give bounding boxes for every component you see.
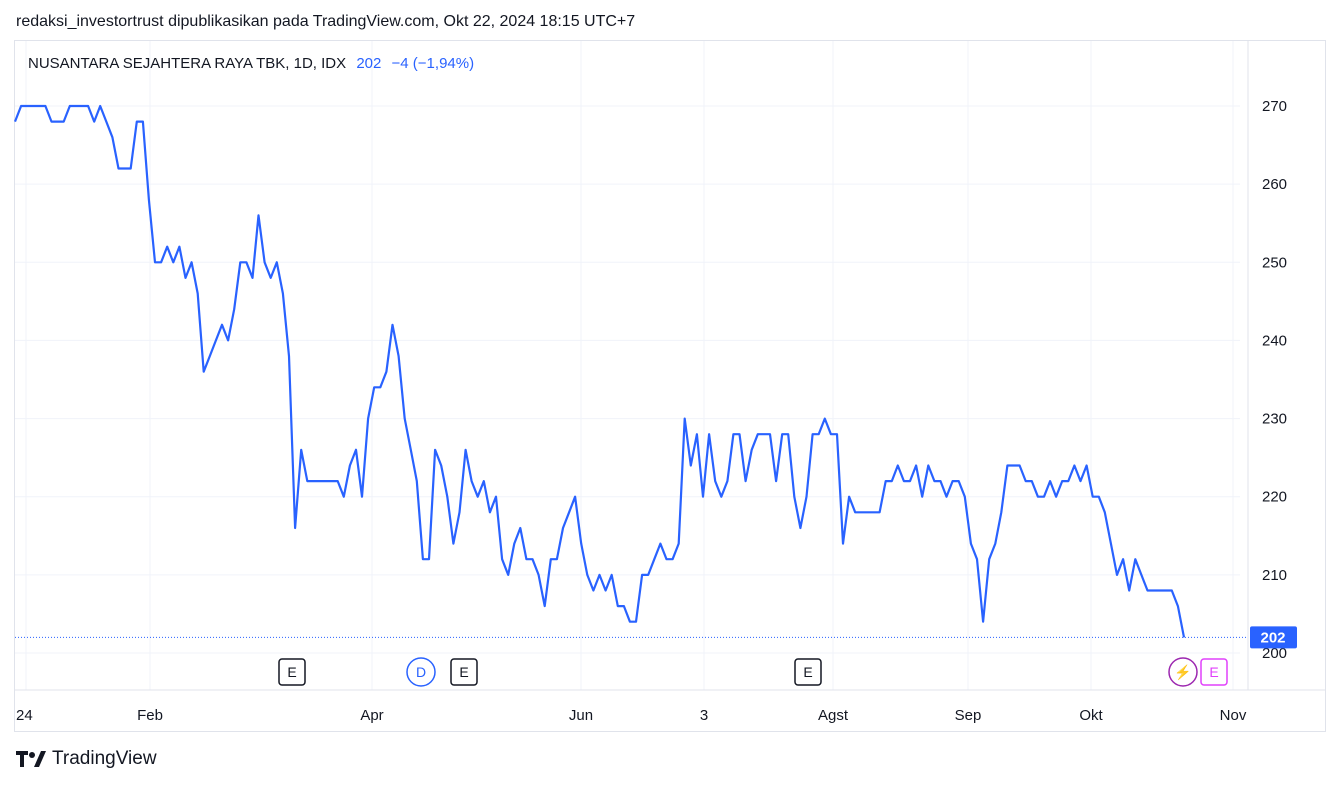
grid-lines — [15, 41, 1240, 690]
event-marker-label: D — [416, 664, 426, 680]
publish-caption: redaksi_investortrust dipublikasikan pad… — [16, 13, 636, 30]
y-tick-label: 260 — [1262, 176, 1287, 193]
event-marker[interactable]: E — [450, 658, 478, 686]
chart-legend[interactable]: NUSANTARA SEJAHTERA RAYA TBK, 1D, IDX 20… — [28, 55, 474, 72]
event-marker[interactable]: E — [794, 658, 822, 686]
brand-name: TradingView — [52, 748, 157, 769]
event-marker[interactable]: E — [1200, 658, 1228, 686]
event-marker-label: ⚡ — [1174, 664, 1191, 681]
last-price-badge-text: 202 — [1260, 629, 1285, 646]
last-price-badge: 202 — [1250, 626, 1297, 649]
x-tick-label: Jun — [569, 707, 593, 724]
tradingview-logo-icon — [16, 751, 46, 767]
y-tick-label: 250 — [1262, 254, 1287, 271]
footer-brand[interactable]: TradingView — [16, 748, 157, 770]
price-series-line[interactable] — [13, 104, 1186, 638]
y-tick-label: 220 — [1262, 489, 1287, 506]
x-tick-label: 3 — [700, 707, 708, 724]
legend-change: −4 (−1,94%) — [391, 55, 475, 72]
y-axis: 200 210 220 230 240 250 260 270 — [1262, 98, 1287, 662]
event-marker-label: E — [803, 664, 812, 680]
legend-symbol: NUSANTARA SEJAHTERA RAYA TBK, 1D, IDX — [28, 55, 347, 72]
event-markers: E D E E ⚡ E — [278, 657, 1228, 687]
event-marker[interactable]: D — [406, 657, 436, 687]
y-tick-label: 230 — [1262, 411, 1287, 428]
y-tick-label: 210 — [1262, 567, 1287, 584]
legend-price: 202 — [356, 55, 382, 72]
y-tick-label: 270 — [1262, 98, 1287, 115]
event-marker[interactable]: E — [278, 658, 306, 686]
x-tick-label: Okt — [1079, 707, 1103, 724]
event-marker[interactable]: ⚡ — [1168, 657, 1198, 687]
x-tick-label: Sep — [955, 707, 982, 724]
x-tick-label: Agst — [818, 707, 849, 724]
x-axis: 24 Feb Apr Jun 3 Agst Sep Okt Nov — [16, 707, 1247, 724]
x-tick-label: Feb — [137, 707, 163, 724]
y-tick-label: 240 — [1262, 332, 1287, 349]
x-tick-label: 24 — [16, 707, 33, 724]
event-marker-label: E — [1209, 664, 1218, 680]
last-price-badge-bg — [1250, 626, 1297, 649]
event-marker-label: E — [287, 664, 296, 680]
event-marker-label: E — [459, 664, 468, 680]
x-tick-label: Apr — [360, 707, 383, 724]
x-tick-label: Nov — [1220, 707, 1247, 724]
chart-frame — [14, 40, 1326, 732]
y-tick-label: 200 — [1262, 645, 1287, 662]
